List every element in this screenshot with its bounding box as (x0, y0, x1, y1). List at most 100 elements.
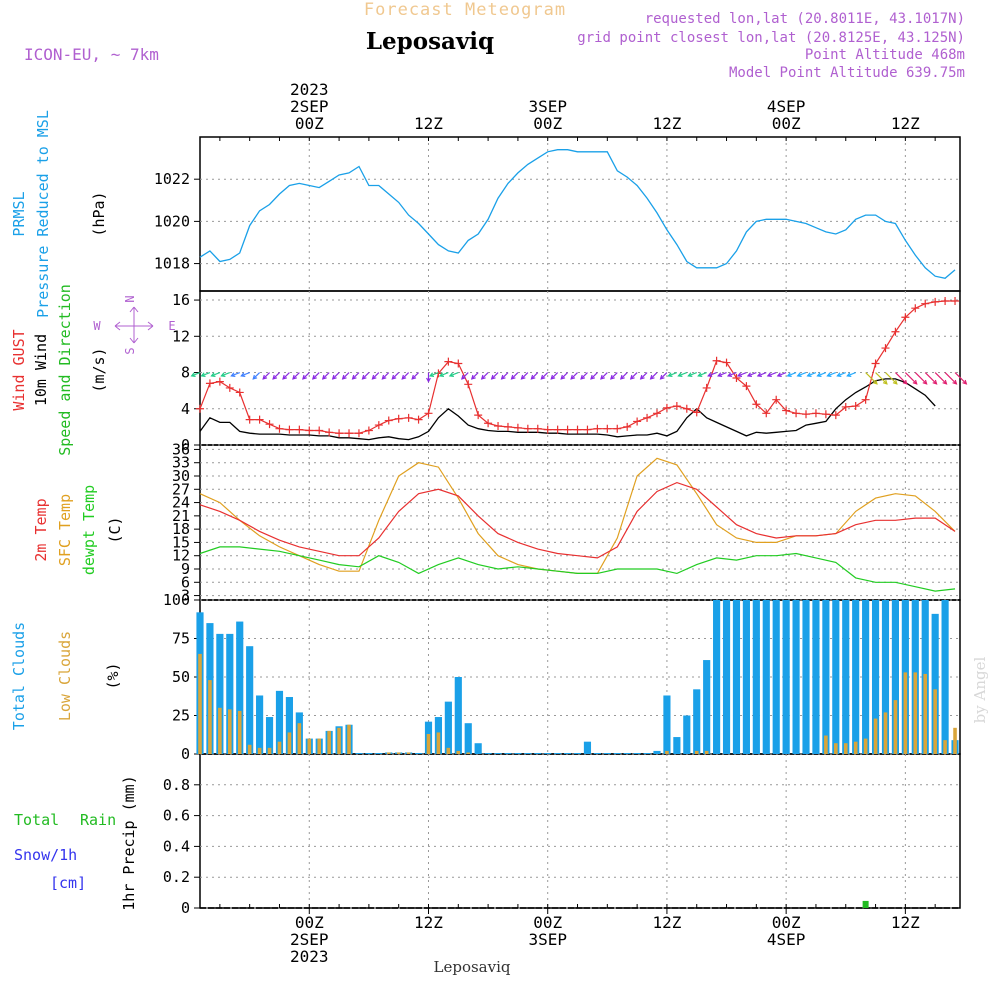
total-cloud-bar (414, 753, 423, 754)
total-cloud-bar (931, 613, 939, 754)
low-cloud-bar (307, 738, 312, 754)
gust-marker (335, 429, 344, 438)
wind-arrow (737, 371, 747, 377)
compass-w: W (93, 319, 101, 333)
gust-marker (454, 359, 463, 368)
credit: by Angel (971, 656, 989, 723)
total-cloud-bar (881, 600, 890, 754)
wind-label-gust: Wind GUST (10, 329, 28, 410)
gust-marker (354, 429, 363, 438)
gust-marker (792, 409, 801, 418)
wind-arrowhead (766, 372, 772, 377)
wind-arrow (827, 371, 837, 377)
model-label: ICON-EU, ~ 7km (24, 45, 159, 64)
gust-marker (474, 411, 483, 420)
wind-arrow (650, 372, 658, 380)
ytick-temp: 36 (172, 440, 190, 458)
total-cloud-bar (524, 753, 532, 754)
total-cloud-bar (693, 689, 701, 754)
wind-arrowhead (426, 377, 431, 383)
wind-arrowhead (610, 374, 615, 380)
wind-arrow (787, 371, 797, 377)
gust-marker (861, 395, 870, 404)
wind-arrowhead (448, 372, 454, 377)
total-cloud-bar (534, 753, 542, 754)
low-cloud-bar (446, 747, 451, 754)
ytick-temp: 6 (181, 573, 190, 591)
total-cloud-bar (583, 741, 592, 754)
total-cloud-bar (742, 600, 750, 754)
time-label-bottom: 12Z (414, 913, 443, 932)
wind-arrow (511, 372, 519, 380)
gust-marker (315, 426, 324, 435)
time-label-top: 3SEP (528, 97, 567, 116)
time-label-top: 00Z (533, 114, 562, 133)
gust-marker (573, 425, 582, 434)
compass-n: N (123, 295, 137, 302)
total-cloud-bar (802, 600, 810, 754)
precip-label-rain: Rain (80, 811, 116, 829)
time-label-bottom: 00Z (772, 913, 801, 932)
total-cloud-bar (603, 753, 611, 754)
gust-marker (444, 357, 453, 366)
gust-marker (772, 395, 781, 404)
wind-arrow (211, 371, 221, 377)
total-cloud-bar (752, 600, 760, 754)
gust-marker (414, 415, 423, 424)
ytick-wind: 16 (172, 291, 190, 309)
gust-marker (881, 344, 890, 353)
gust-marker (702, 383, 711, 392)
temp-label-dewpt: dewpt Temp (80, 485, 98, 575)
total-cloud-bar (713, 600, 721, 754)
wind-arrow (660, 372, 668, 380)
ytick-temp: 30 (172, 467, 190, 485)
wind-arrow (272, 372, 280, 380)
precip-label-total: Total (14, 811, 59, 829)
wind-arrowhead (282, 374, 288, 380)
gust-marker (613, 424, 622, 433)
wind-arrowhead (252, 374, 258, 380)
gust-marker (464, 380, 473, 389)
wind-label-unit: (m/s) (90, 347, 108, 392)
wind-arrow (471, 372, 479, 380)
wind-arrowhead (756, 372, 762, 377)
gust-marker (732, 373, 741, 382)
model-altitude: Model Point Altitude 639.75m (729, 65, 965, 81)
ytick-clouds: 75 (172, 630, 190, 648)
wind-arrow (797, 371, 807, 377)
low-cloud-bar (406, 752, 411, 754)
wind-label-speed-dir: Speed and Direction (56, 284, 74, 456)
ytick-temp: 3 (181, 587, 190, 605)
low-cloud-bar (218, 707, 222, 754)
wind-arrow (590, 372, 598, 380)
wind-arrowhead (786, 372, 792, 377)
low-cloud-bar (337, 727, 341, 754)
wind-arrowhead (590, 374, 596, 380)
total-cloud-bar (782, 600, 790, 754)
ytick-temp: 33 (172, 454, 190, 472)
low-cloud-bar (903, 672, 908, 754)
ytick-clouds: 100 (163, 591, 190, 609)
wind-arrow (580, 372, 588, 380)
wind-arrowhead (846, 372, 852, 377)
gust-marker (295, 425, 304, 434)
wind-arrow (521, 372, 529, 380)
gust-marker (196, 404, 204, 413)
total-cloud-bar (256, 695, 264, 754)
total-cloud-bar (454, 677, 462, 754)
wind-arrow (944, 372, 957, 385)
wind-arrowhead (746, 372, 753, 377)
gust-marker (871, 359, 880, 368)
wind-arrow (332, 372, 340, 380)
wind-arrow (688, 371, 697, 377)
wind-arrow (221, 371, 231, 377)
wind-arrowhead (401, 374, 407, 380)
total-cloud-bar (375, 753, 383, 754)
wind-arrowhead (341, 374, 347, 380)
gust-marker (494, 421, 503, 430)
wind-arrowhead (428, 372, 435, 377)
wind-arrow (411, 372, 419, 380)
total-cloud-bar (226, 633, 234, 754)
low-cloud-bar (704, 750, 709, 754)
